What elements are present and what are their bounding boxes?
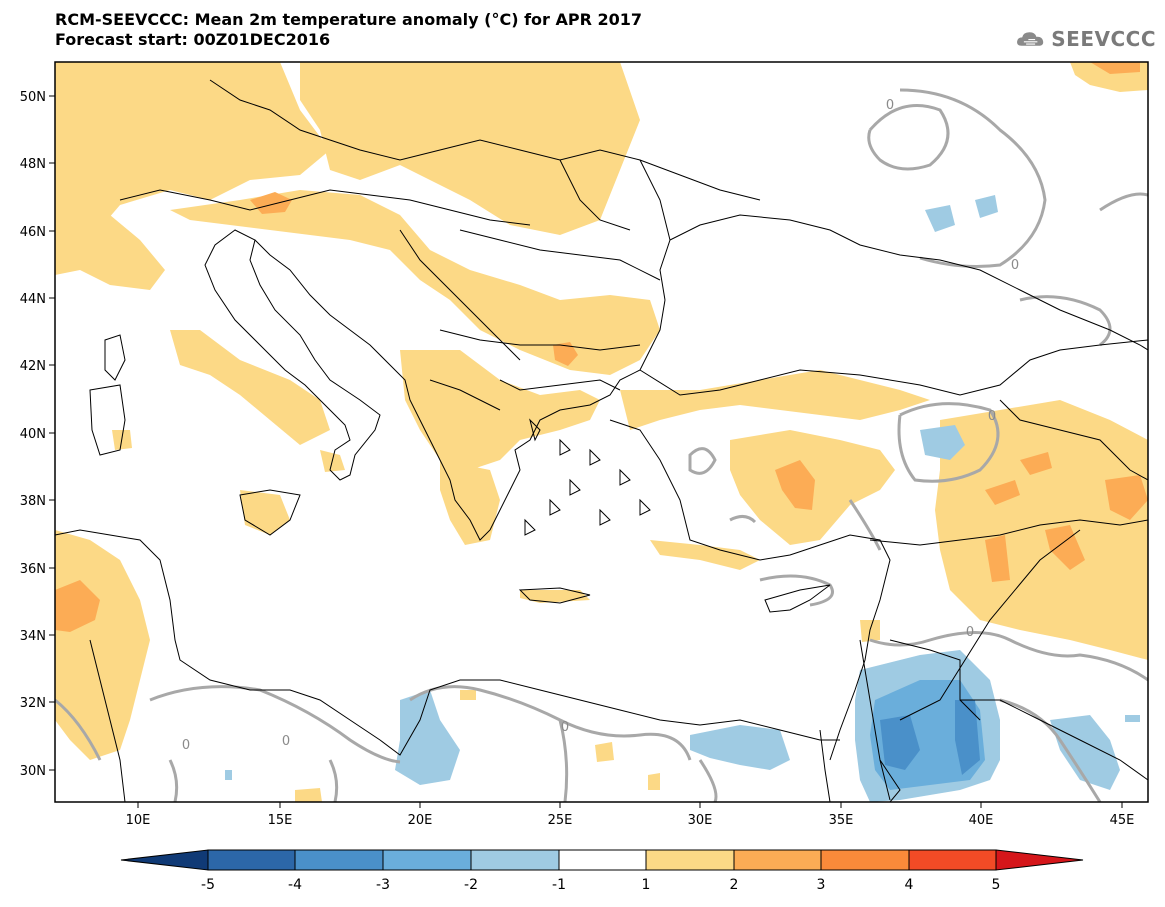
colorbar-segment — [470, 849, 560, 871]
colorbar-label: -2 — [464, 877, 478, 893]
colorbar-segment — [294, 849, 384, 871]
contour-label: 0 — [886, 98, 894, 113]
contour-label: 0 — [282, 734, 290, 749]
colorbar-segment — [995, 849, 1084, 871]
coastlines — [55, 79, 1148, 802]
lat-label: 40N — [20, 427, 46, 442]
lon-label: 30E — [688, 813, 713, 828]
lat-label: 38N — [20, 494, 46, 509]
colorbar: -5 -4 -3 -2 -1 1 2 3 4 5 — [120, 849, 1084, 893]
lon-label: 35E — [829, 813, 854, 828]
colorbar-label: -4 — [288, 877, 302, 893]
colorbar-label: 5 — [992, 877, 1001, 893]
lon-label: 20E — [408, 813, 433, 828]
logo-text: SEEVCCC — [1051, 27, 1156, 51]
contour-labels: 0 0 0 0 0 0 0 — [182, 98, 1019, 753]
colorbar-label: 2 — [730, 877, 739, 893]
colorbar-segment — [382, 849, 472, 871]
lon-label: 10E — [126, 813, 151, 828]
lat-label: 50N — [20, 90, 46, 105]
map-panel: 0 0 0 0 0 0 0 — [55, 62, 1148, 802]
cold-anomaly-regions — [225, 195, 1140, 802]
colorbar-label: 4 — [905, 877, 914, 893]
colorbar-label: -3 — [376, 877, 390, 893]
colorbar-label: 1 — [642, 877, 651, 893]
colorbar-segment — [645, 849, 735, 871]
lat-label: 36N — [20, 562, 46, 577]
contour-label: 0 — [988, 409, 996, 424]
lat-label: 30N — [20, 764, 46, 779]
colorbar-segment — [733, 849, 822, 871]
colorbar-label: 3 — [817, 877, 826, 893]
map-frame — [54, 61, 1149, 803]
lat-label: 32N — [20, 696, 46, 711]
colorbar-segment — [908, 849, 997, 871]
contour-label: 0 — [561, 720, 569, 735]
warm-anomaly-regions-strong — [55, 62, 1148, 632]
colorbar-label: -1 — [552, 877, 566, 893]
colorbar-segment — [207, 849, 296, 871]
title-line-1: RCM-SEEVCCC: Mean 2m temperature anomaly… — [55, 10, 643, 29]
colorbar-segment — [820, 849, 910, 871]
lon-label: 40E — [969, 813, 994, 828]
lat-label: 46N — [20, 225, 46, 240]
seevccc-logo: SEEVCCC — [1016, 22, 1156, 56]
lat-label: 48N — [20, 157, 46, 172]
colorbar-label: -5 — [201, 877, 215, 893]
lat-axis: 50N 48N 46N 44N 42N 40N 38N 36N 34N 32N … — [20, 90, 55, 779]
contour-label: 0 — [966, 625, 974, 640]
title-line-2: Forecast start: 00Z01DEC2016 — [55, 30, 331, 49]
lon-label: 15E — [268, 813, 293, 828]
figure-title: RCM-SEEVCCC: Mean 2m temperature anomaly… — [55, 10, 642, 50]
lon-label: 25E — [548, 813, 573, 828]
lon-label: 45E — [1110, 813, 1135, 828]
lon-axis: 10E 15E 20E 25E 30E 35E 40E 45E — [126, 802, 1135, 828]
colorbar-segment — [558, 849, 647, 871]
colorbar-segment — [120, 849, 209, 871]
lat-label: 44N — [20, 292, 46, 307]
contour-label: 0 — [1011, 258, 1019, 273]
lat-label: 34N — [20, 629, 46, 644]
lat-label: 42N — [20, 359, 46, 374]
contour-label: 0 — [182, 738, 190, 753]
cloud-icon — [1017, 32, 1044, 46]
